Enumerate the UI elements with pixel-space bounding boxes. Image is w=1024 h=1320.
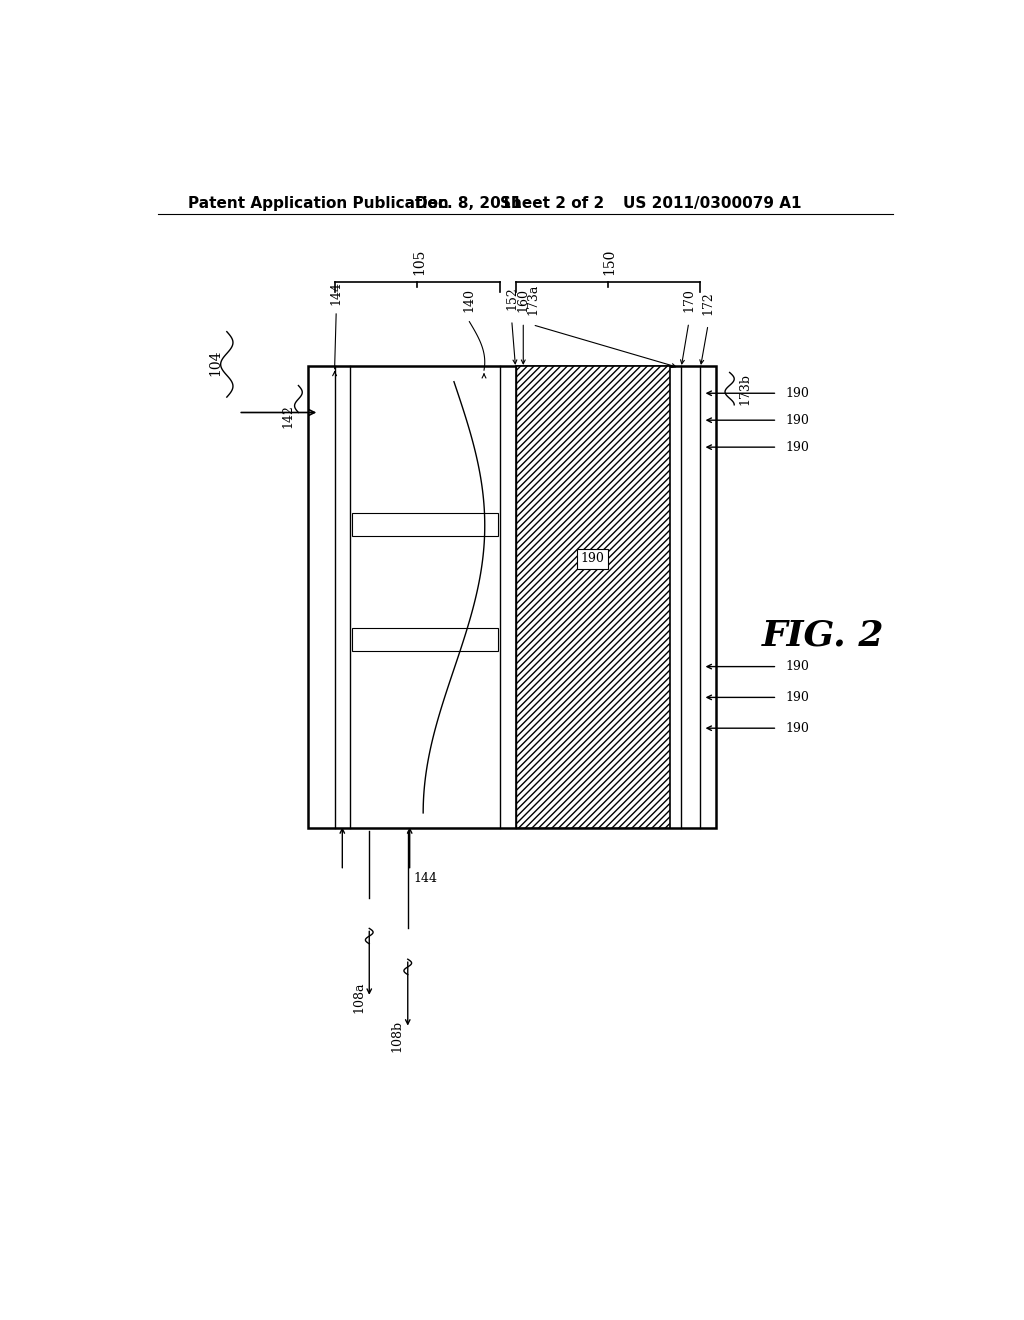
- Text: 190: 190: [785, 387, 809, 400]
- Text: 190: 190: [785, 660, 809, 673]
- Text: 190: 190: [581, 552, 604, 565]
- Bar: [515, 367, 670, 829]
- Text: 104: 104: [208, 350, 222, 376]
- Bar: [352, 512, 498, 536]
- Text: 142: 142: [282, 404, 295, 428]
- Text: 144: 144: [330, 281, 343, 305]
- Text: 170: 170: [682, 289, 695, 313]
- Text: Dec. 8, 2011: Dec. 8, 2011: [416, 195, 522, 211]
- Text: 173a: 173a: [526, 284, 539, 314]
- Text: 144: 144: [414, 871, 437, 884]
- Text: 172: 172: [701, 290, 715, 314]
- Bar: [352, 628, 498, 651]
- Text: US 2011/0300079 A1: US 2011/0300079 A1: [624, 195, 802, 211]
- Text: 190: 190: [785, 441, 809, 454]
- Text: 108a: 108a: [352, 982, 366, 1014]
- Text: 190: 190: [785, 722, 809, 735]
- Text: 190: 190: [785, 690, 809, 704]
- Text: Patent Application Publication: Patent Application Publication: [188, 195, 450, 211]
- Text: 150: 150: [602, 249, 616, 276]
- Text: 190: 190: [785, 413, 809, 426]
- Text: 108b: 108b: [391, 1020, 403, 1052]
- Text: 105: 105: [412, 249, 426, 276]
- Text: Sheet 2 of 2: Sheet 2 of 2: [500, 195, 604, 211]
- Text: 160: 160: [517, 288, 529, 313]
- Text: FIG. 2: FIG. 2: [762, 619, 885, 653]
- Text: 140: 140: [463, 288, 476, 313]
- Text: 152: 152: [505, 286, 518, 310]
- Text: 173b: 173b: [739, 374, 752, 405]
